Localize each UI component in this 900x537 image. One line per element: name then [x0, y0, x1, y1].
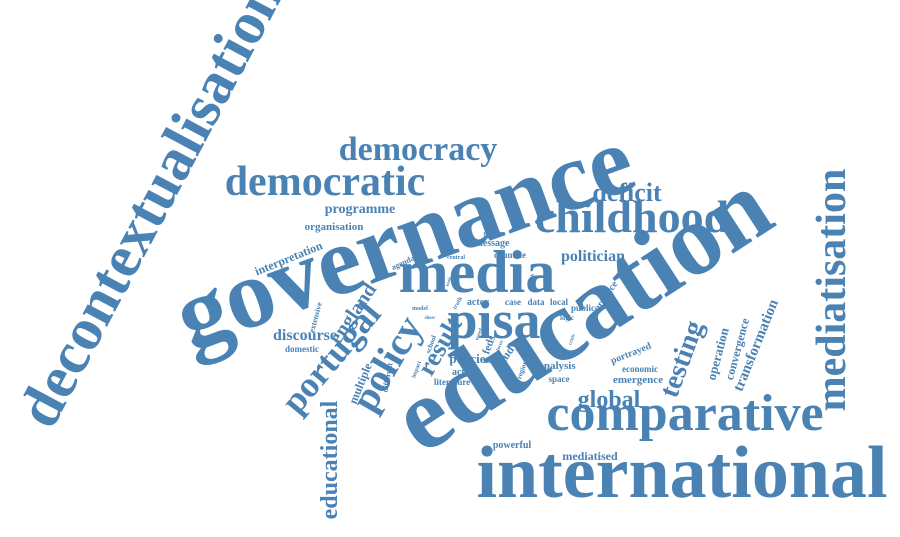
word-local: local — [550, 297, 568, 307]
word-policies: policies — [449, 351, 490, 366]
word-deficit: deficit — [592, 178, 662, 207]
word-message: message — [475, 238, 511, 249]
word-politician: politician — [561, 248, 625, 265]
word-discourse: discourse — [273, 327, 337, 344]
word-actor: actor — [467, 297, 490, 308]
word-mediatised: mediatised — [562, 449, 618, 463]
word-economic: economic — [622, 364, 658, 374]
word-data: data — [527, 297, 545, 307]
word-case: case — [505, 297, 521, 307]
word-focus: focus — [496, 340, 505, 352]
word-reach: reach — [527, 273, 536, 286]
word-model: model — [412, 306, 428, 312]
word-childhood: childhood — [535, 191, 730, 242]
word-analysis: analysis — [538, 360, 576, 372]
word-group: education governance international decon… — [5, 0, 888, 519]
word-central: central — [447, 255, 465, 261]
word-programme: programme — [325, 202, 396, 217]
word-show: show — [425, 316, 436, 321]
word-countrie: countrie — [494, 250, 526, 260]
word-tools: tools — [445, 276, 453, 287]
word-democratic: democratic — [225, 159, 426, 205]
word-educational: educational — [317, 400, 343, 519]
word-pisa: pisa — [447, 290, 540, 350]
word-domestic: domestic — [285, 344, 319, 354]
word-democracy: democracy — [339, 131, 498, 168]
word-position: position — [543, 273, 552, 291]
word-impact: impact — [411, 360, 423, 379]
word-organisation: organisation — [305, 221, 364, 233]
word-crisis: crisis — [568, 334, 577, 346]
word-media: media — [399, 239, 556, 305]
word-emergence: emergence — [613, 374, 663, 386]
word-international: international — [476, 432, 887, 514]
word-literature: literature — [434, 377, 470, 387]
word-action: action — [452, 367, 479, 378]
word-powerful: powerful — [493, 440, 532, 451]
word-tested: tested — [475, 328, 484, 342]
word-logic: logic — [560, 314, 574, 322]
word-decontextualisation: decontextualisation — [5, 0, 296, 437]
word-paucity: paucity — [483, 231, 502, 237]
word-mediatisation: mediatisation — [809, 169, 855, 412]
word-global: global — [578, 387, 641, 413]
word-comparative: comparative — [546, 385, 823, 442]
word-space: space — [549, 374, 570, 384]
word-public: public — [571, 303, 595, 313]
